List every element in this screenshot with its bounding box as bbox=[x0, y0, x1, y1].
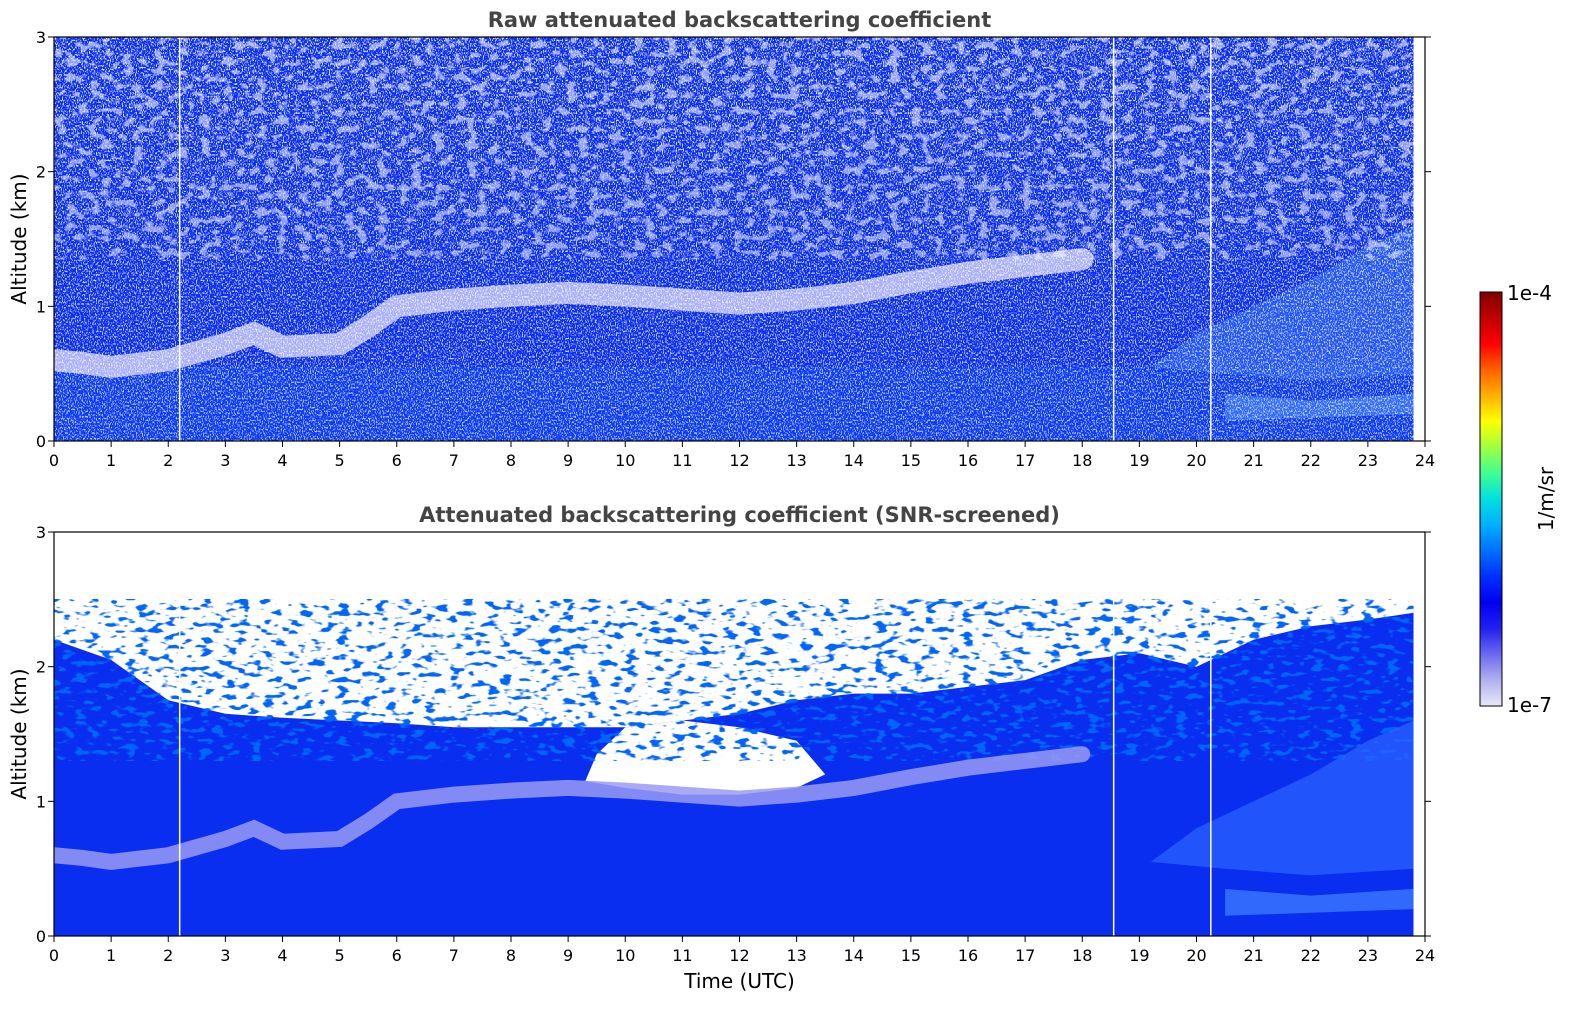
x-tick-label: 23 bbox=[1358, 451, 1378, 470]
x-tick-label: 22 bbox=[1301, 946, 1321, 965]
colorbar: 1e-4 1e-7 1/m/sr bbox=[1479, 281, 1558, 717]
x-tick-label: 7 bbox=[449, 451, 459, 470]
x-tick-label: 9 bbox=[563, 451, 573, 470]
x-tick-label: 0 bbox=[49, 451, 59, 470]
panel-title: Attenuated backscattering coefficient (S… bbox=[419, 503, 1060, 527]
y-tick-label: 3 bbox=[36, 28, 46, 47]
y-tick-label: 0 bbox=[36, 927, 46, 946]
y-axis-label: Altitude (km) bbox=[7, 173, 31, 304]
x-tick-label: 17 bbox=[1015, 946, 1035, 965]
x-tick-label: 24 bbox=[1415, 946, 1435, 965]
x-tick-label: 15 bbox=[901, 946, 921, 965]
y-tick-label: 2 bbox=[36, 163, 46, 182]
x-tick-label: 10 bbox=[615, 451, 635, 470]
x-tick-label: 9 bbox=[563, 946, 573, 965]
x-tick-label: 12 bbox=[729, 946, 749, 965]
x-tick-label: 20 bbox=[1186, 946, 1206, 965]
x-tick-label: 4 bbox=[277, 946, 287, 965]
x-tick-label: 22 bbox=[1301, 451, 1321, 470]
x-tick-label: 7 bbox=[449, 946, 459, 965]
x-tick-label: 8 bbox=[506, 451, 516, 470]
x-tick-label: 14 bbox=[844, 451, 864, 470]
x-tick-label: 6 bbox=[392, 946, 402, 965]
panel-title: Raw attenuated backscattering coefficien… bbox=[488, 8, 992, 32]
x-tick-label: 15 bbox=[901, 451, 921, 470]
x-tick-label: 13 bbox=[786, 451, 806, 470]
heatmap-field bbox=[54, 37, 1425, 441]
x-tick-label: 14 bbox=[844, 946, 864, 965]
x-tick-label: 17 bbox=[1015, 451, 1035, 470]
colorbar-gradient bbox=[1479, 291, 1503, 707]
x-tick-label: 11 bbox=[672, 451, 692, 470]
x-tick-label: 10 bbox=[615, 946, 635, 965]
y-axis-label: Altitude (km) bbox=[7, 668, 31, 799]
x-tick-label: 4 bbox=[277, 451, 287, 470]
panel-1: 0 1 2 3 4 5 6 7 8 9 10 11 12 13 14 15 16 17 18 19 20 21 22 23 24… bbox=[7, 8, 1435, 470]
y-tick-label: 0 bbox=[36, 432, 46, 451]
x-tick-label: 20 bbox=[1186, 451, 1206, 470]
x-tick-label: 2 bbox=[163, 946, 173, 965]
x-tick-label: 18 bbox=[1072, 451, 1092, 470]
y-tick-label: 3 bbox=[36, 523, 46, 542]
x-tick-label: 13 bbox=[786, 946, 806, 965]
x-tick-label: 5 bbox=[335, 451, 345, 470]
x-tick-label: 1 bbox=[106, 946, 116, 965]
x-tick-label: 16 bbox=[958, 946, 978, 965]
x-tick-label: 3 bbox=[220, 946, 230, 965]
y-tick-label: 1 bbox=[36, 297, 46, 316]
x-tick-label: 11 bbox=[672, 946, 692, 965]
x-tick-label: 23 bbox=[1358, 946, 1378, 965]
x-tick-label: 8 bbox=[506, 946, 516, 965]
x-tick-label: 18 bbox=[1072, 946, 1092, 965]
x-tick-label: 24 bbox=[1415, 451, 1435, 470]
colorbar-unit-label: 1/m/sr bbox=[1534, 466, 1558, 531]
x-tick-label: 1 bbox=[106, 451, 116, 470]
x-tick-label: 19 bbox=[1129, 946, 1149, 965]
y-tick-label: 1 bbox=[36, 792, 46, 811]
x-tick-label: 16 bbox=[958, 451, 978, 470]
panel-2: 0 1 2 3 4 5 6 7 8 9 10 11 12 13 14 15 16 17 18 19 20 21 22 23 24… bbox=[7, 503, 1435, 993]
x-tick-label: 2 bbox=[163, 451, 173, 470]
x-tick-label: 19 bbox=[1129, 451, 1149, 470]
y-tick-label: 2 bbox=[36, 658, 46, 677]
x-tick-label: 21 bbox=[1243, 946, 1263, 965]
x-tick-label: 21 bbox=[1243, 451, 1263, 470]
x-tick-label: 5 bbox=[335, 946, 345, 965]
x-tick-label: 3 bbox=[220, 451, 230, 470]
colorbar-min-label: 1e-7 bbox=[1507, 693, 1552, 717]
x-tick-label: 0 bbox=[49, 946, 59, 965]
x-axis-label: Time (UTC) bbox=[683, 969, 795, 993]
heatmap-field bbox=[54, 532, 1425, 936]
colorbar-max-label: 1e-4 bbox=[1507, 281, 1552, 305]
x-tick-label: 6 bbox=[392, 451, 402, 470]
x-tick-label: 12 bbox=[729, 451, 749, 470]
